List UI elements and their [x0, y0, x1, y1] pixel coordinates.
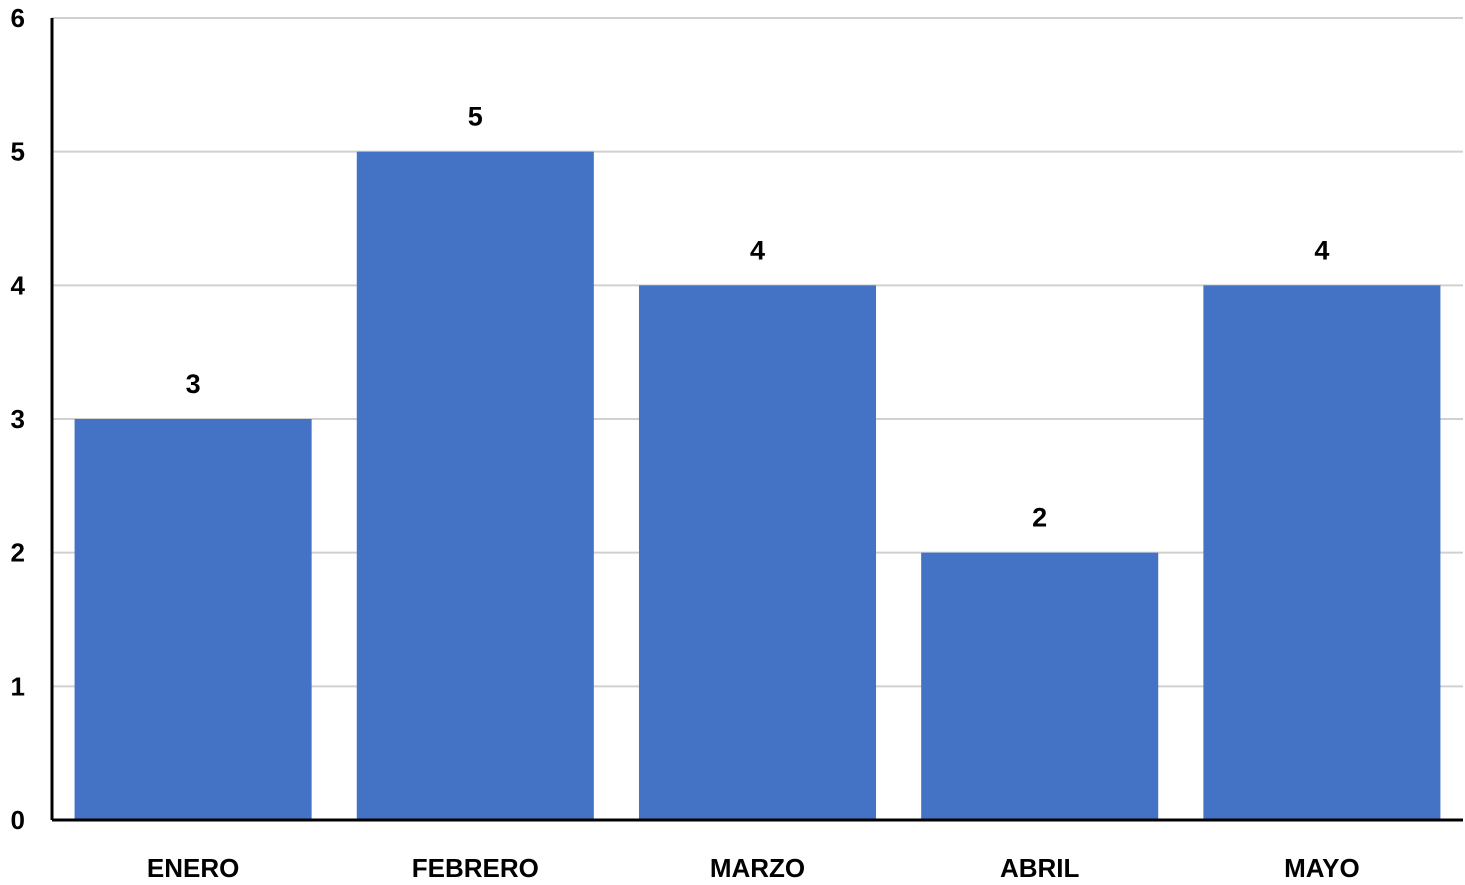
x-tick-label: ENERO — [147, 853, 239, 883]
y-tick-label: 0 — [11, 805, 25, 835]
y-tick-label: 1 — [11, 671, 25, 701]
x-tick-label: FEBRERO — [412, 853, 539, 883]
data-label: 4 — [1314, 235, 1329, 265]
bar — [921, 552, 1159, 820]
x-tick-labels: ENERO FEBRERO MARZO ABRIL MAYO — [147, 853, 1360, 883]
data-labels: 3 5 4 2 4 — [186, 102, 1330, 533]
data-label: 5 — [468, 102, 483, 132]
bar — [74, 419, 312, 820]
x-tick-label: ABRIL — [1000, 853, 1080, 883]
bar — [356, 151, 594, 820]
data-label: 4 — [750, 235, 765, 265]
y-tick-label: 5 — [11, 137, 25, 167]
bar — [1203, 285, 1441, 820]
data-label: 2 — [1032, 503, 1047, 533]
bar — [638, 285, 877, 820]
y-tick-labels: 0 1 2 3 4 5 6 — [11, 3, 26, 835]
y-tick-label: 6 — [11, 3, 25, 33]
bar-series — [74, 151, 1441, 820]
y-tick-label: 4 — [11, 270, 26, 300]
data-label: 3 — [186, 369, 201, 399]
x-tick-label: MARZO — [710, 853, 805, 883]
y-tick-label: 3 — [11, 404, 25, 434]
axes — [50, 18, 1463, 822]
x-tick-label: MAYO — [1284, 853, 1360, 883]
y-tick-label: 2 — [11, 538, 25, 568]
